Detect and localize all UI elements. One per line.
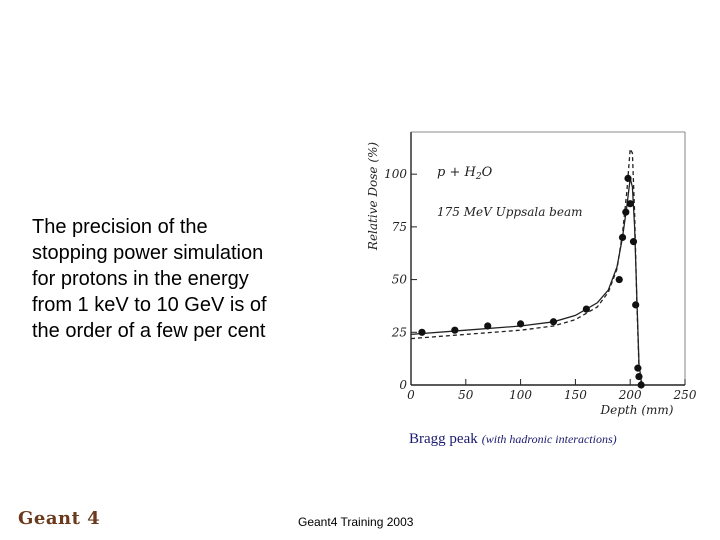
data-point bbox=[451, 326, 459, 334]
caption-main: Bragg peak bbox=[409, 431, 478, 447]
data-point bbox=[517, 320, 525, 328]
data-point bbox=[622, 208, 630, 216]
series-layer bbox=[410, 146, 644, 386]
body-line: for protons in the energy bbox=[32, 268, 249, 290]
body-line: The precision of the bbox=[32, 216, 208, 238]
x-tick-label: 50 bbox=[458, 388, 474, 402]
body-line: the order of a few per cent bbox=[32, 320, 266, 342]
data-point bbox=[615, 275, 623, 284]
data-point bbox=[637, 381, 645, 389]
body-text: The precision of the stopping power simu… bbox=[32, 214, 332, 344]
x-tick-label: 0 bbox=[407, 388, 415, 402]
data-point bbox=[618, 233, 627, 242]
data-point bbox=[632, 301, 640, 309]
caption-sub: (with hadronic interactions) bbox=[481, 432, 617, 446]
chart-annotation: 175 MeV Uppsala beam bbox=[437, 205, 583, 219]
data-point bbox=[635, 372, 643, 381]
geant4-logo: Geant 4 bbox=[18, 508, 101, 529]
y-tick-label: 75 bbox=[392, 220, 407, 234]
data-point bbox=[624, 174, 632, 182]
chart-caption: Bragg peak (with hadronic interactions) bbox=[409, 430, 617, 448]
chart-title: p + H2O bbox=[437, 165, 493, 182]
body-line: stopping power simulation bbox=[32, 242, 264, 264]
data-point bbox=[626, 200, 634, 208]
x-tick-label: 150 bbox=[564, 388, 587, 402]
y-tick-label: 25 bbox=[391, 325, 407, 339]
series-line-dashed bbox=[410, 146, 644, 386]
data-point bbox=[484, 322, 492, 330]
data-point bbox=[629, 238, 638, 246]
data-point bbox=[549, 318, 558, 326]
y-tick-label: 0 bbox=[399, 378, 407, 392]
points-layer bbox=[418, 174, 645, 389]
y-axis-label: Relative Dose (%) bbox=[366, 142, 380, 251]
y-tick-label: 50 bbox=[392, 273, 408, 287]
x-tick-label: 250 bbox=[673, 388, 697, 402]
bragg-peak-chart: 0 25 50 75 100 0 50 100 150 200 250 p + H2O 175 Me… bbox=[366, 131, 697, 417]
data-point bbox=[582, 305, 590, 313]
body-line: from 1 keV to 10 GeV is of bbox=[32, 294, 267, 316]
axis-ticks: 0 25 50 75 100 0 50 100 150 200 250 bbox=[384, 167, 697, 402]
footer-text: Geant4 Training 2003 bbox=[298, 515, 414, 529]
x-axis-label: Depth (mm) bbox=[600, 403, 674, 417]
x-tick-label: 100 bbox=[509, 388, 532, 402]
data-point bbox=[418, 328, 426, 336]
y-tick-label: 100 bbox=[384, 167, 407, 181]
x-tick-label: 200 bbox=[618, 388, 642, 402]
data-point bbox=[634, 364, 642, 372]
